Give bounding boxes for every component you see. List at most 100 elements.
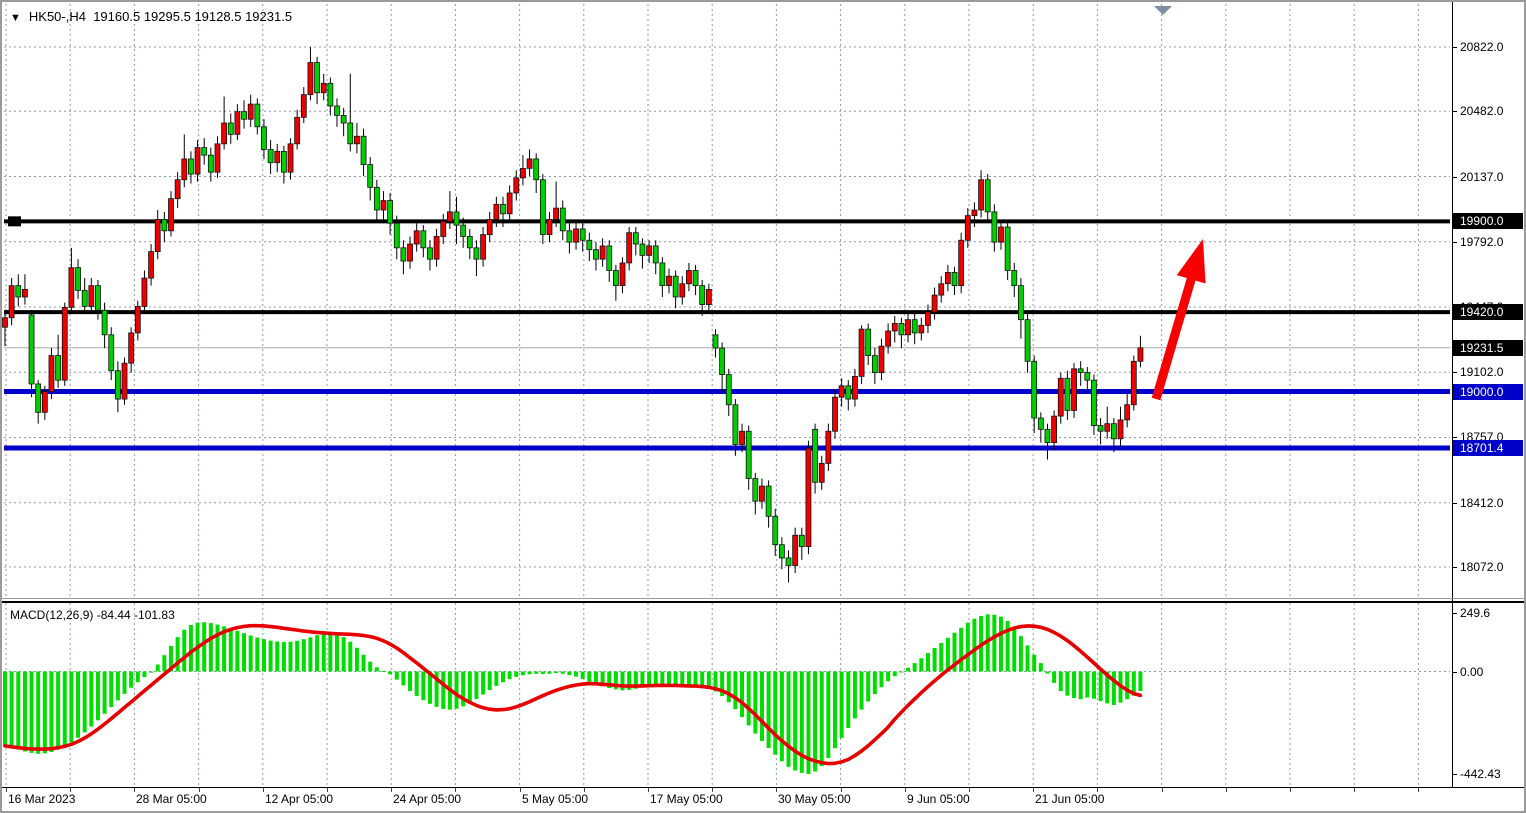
macd-hist-bar xyxy=(952,632,957,672)
axis-border xyxy=(1452,2,1453,788)
price-tick-label: 20822.0 xyxy=(1460,40,1504,54)
macd-tick-mark xyxy=(1452,774,1457,775)
macd-hist-bar xyxy=(202,622,207,672)
candle-body xyxy=(188,158,194,175)
macd-hist-bar xyxy=(1131,671,1136,696)
trend-arrow-head[interactable] xyxy=(1176,239,1206,284)
price-tick-mark xyxy=(1452,111,1457,112)
time-tick-mark xyxy=(70,788,71,792)
candle-body xyxy=(871,355,878,374)
time-label: 24 Apr 05:00 xyxy=(393,792,462,806)
macd-hist-bar xyxy=(414,671,419,696)
macd-hist-bar xyxy=(315,635,320,672)
macd-hist-bar xyxy=(846,671,851,728)
macd-hist-bar xyxy=(759,671,764,742)
candle-body xyxy=(951,271,958,287)
time-tick-mark xyxy=(969,788,970,792)
candle-body xyxy=(41,391,48,413)
candle-body xyxy=(493,203,500,220)
chart-title: ▼ HK50-,H4 19160.5 19295.5 19128.5 19231.… xyxy=(10,9,292,24)
macd-hist-bar xyxy=(421,671,426,701)
macd-hist-bar xyxy=(1058,671,1063,692)
price-badge-19231.5: 19231.5 xyxy=(1453,340,1523,356)
candle-body xyxy=(373,186,380,211)
macd-tick-label: -442.43 xyxy=(1460,767,1501,781)
candle-body xyxy=(798,534,805,547)
time-axis[interactable]: 16 Mar 2023 28 Mar 05:00 12 Apr 05:00 24 Ap… xyxy=(2,788,1524,811)
macd-hist-bar xyxy=(527,671,532,675)
candle-body xyxy=(300,94,307,118)
macd-hist-bar xyxy=(215,624,220,672)
candle-body xyxy=(1071,368,1077,411)
candle-body xyxy=(486,219,493,235)
macd-hist-bar xyxy=(852,671,857,719)
macd-hist-bar xyxy=(886,671,891,682)
macd-hist-bar xyxy=(162,655,167,672)
macd-hist-bar xyxy=(348,641,353,672)
candle-body xyxy=(48,355,55,392)
quote-high: 19295.5 xyxy=(143,9,191,24)
macd-hist-bar xyxy=(773,671,778,755)
candle-body xyxy=(141,277,148,307)
candle-body xyxy=(181,158,188,181)
macd-hist-bar xyxy=(321,633,326,672)
macd-hist-bar xyxy=(733,671,738,710)
candle-body xyxy=(360,135,367,166)
quote-low: 19128.5 xyxy=(194,9,242,24)
macd-hist-bar xyxy=(494,671,499,686)
price-tick-label: 20482.0 xyxy=(1460,104,1504,118)
candle-body xyxy=(108,334,115,372)
macd-hist-bar xyxy=(341,637,346,672)
scroll-to-end-marker[interactable] xyxy=(1154,6,1172,15)
candle-body xyxy=(35,383,42,413)
macd-hist-bar xyxy=(3,671,7,746)
price-tick-mark xyxy=(1452,242,1457,243)
level-anchor-marker[interactable] xyxy=(8,216,21,227)
macd-hist-bar xyxy=(613,671,618,690)
macd-hist-bar xyxy=(169,645,173,672)
macd-hist-bar xyxy=(507,671,512,680)
macd-hist-bar xyxy=(56,671,61,750)
candle-body xyxy=(699,285,706,305)
time-label: 21 Jun 05:00 xyxy=(1035,792,1105,806)
time-tick-mark xyxy=(1418,788,1419,792)
macd-hist-bar xyxy=(487,671,492,691)
time-label: 16 Mar 2023 xyxy=(8,792,76,806)
macd-hist-bar xyxy=(1045,671,1050,674)
macd-hist-bar xyxy=(766,671,771,748)
candle-body xyxy=(247,103,254,120)
candle-body xyxy=(526,158,533,169)
price-tick-label: 18412.0 xyxy=(1460,496,1504,510)
trend-arrow-shaft[interactable] xyxy=(1151,268,1199,401)
pane-separator[interactable] xyxy=(2,601,1524,603)
macd-hist-bar xyxy=(474,671,479,699)
macd-hist-bar xyxy=(9,671,14,748)
candle-body xyxy=(593,249,599,260)
chart-canvas[interactable] xyxy=(2,2,1452,788)
macd-hist-bar xyxy=(720,671,725,697)
time-label: 9 Jun 05:00 xyxy=(907,792,970,806)
candle-body xyxy=(1137,347,1144,362)
candle-body xyxy=(838,385,845,398)
candle-body xyxy=(659,262,666,287)
time-tick-mark xyxy=(391,788,392,792)
macd-hist-bar xyxy=(633,671,638,689)
price-axis[interactable]: 20822.020482.020137.019792.019447.019102… xyxy=(1452,2,1524,788)
macd-hist-bar xyxy=(680,671,685,688)
candle-body xyxy=(626,232,633,264)
macd-hist-bar xyxy=(520,671,525,676)
candle-body xyxy=(765,485,772,517)
candle-body xyxy=(805,447,812,547)
macd-tick-label: 0.00 xyxy=(1460,665,1484,679)
time-label: 28 Mar 05:00 xyxy=(136,792,207,806)
candle-body xyxy=(427,247,433,260)
candle-body xyxy=(818,462,825,483)
macd-hist-bar xyxy=(1052,671,1057,683)
symbol-dropdown-icon[interactable]: ▼ xyxy=(10,12,21,24)
candle-body xyxy=(878,345,885,374)
candle-body xyxy=(732,404,739,445)
macd-hist-bar xyxy=(627,671,632,690)
macd-hist-bar xyxy=(667,671,671,686)
time-tick-mark xyxy=(263,788,264,792)
